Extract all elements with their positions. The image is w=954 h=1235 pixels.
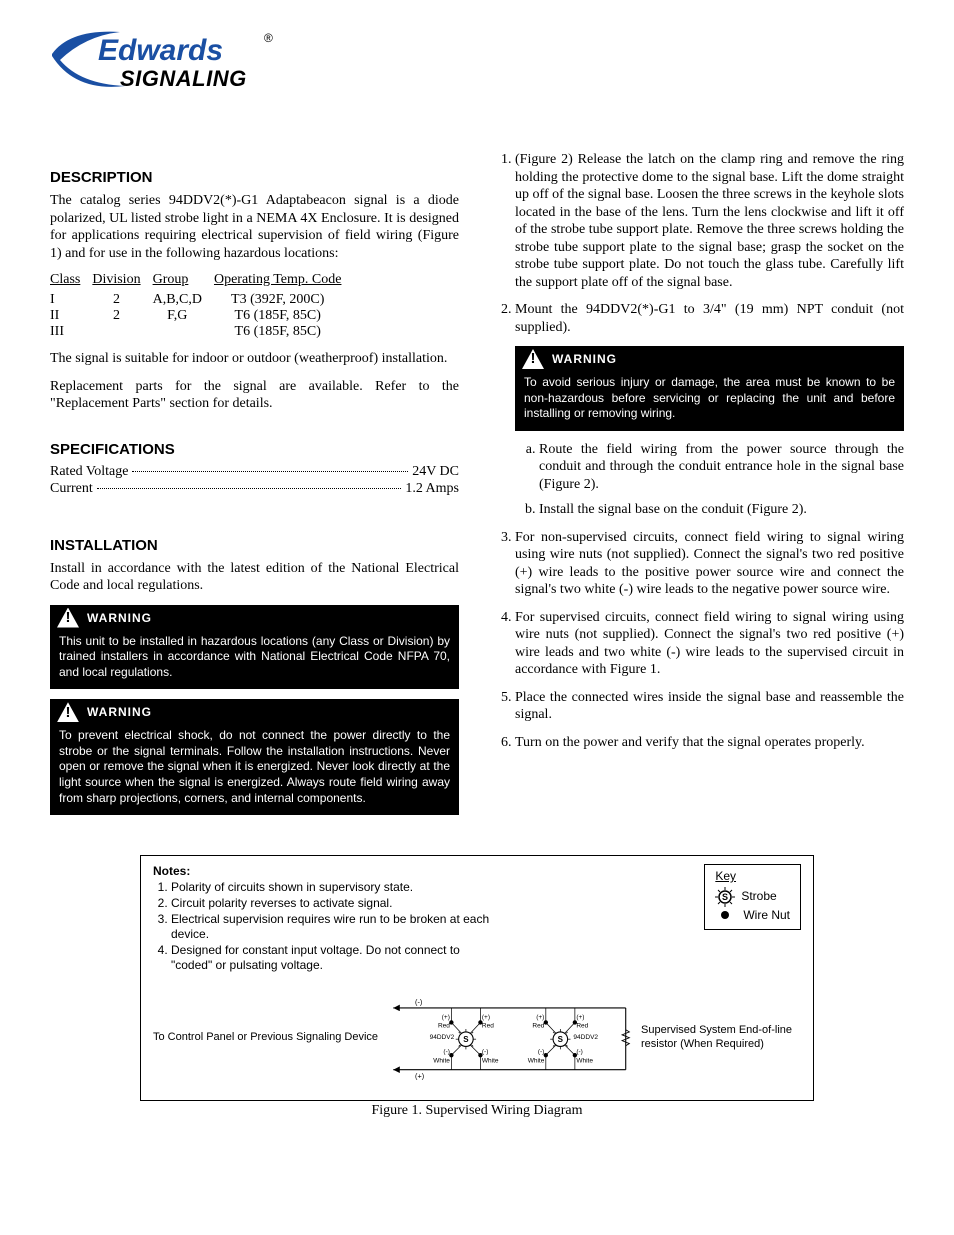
hazardous-locations-table: Class Division Group Operating Temp. Cod… [50,272,353,340]
substep-a: Route the field wiring from the power so… [539,441,904,494]
description-para1: The catalog series 94DDV2(*)-G1 Adaptabe… [50,192,459,262]
svg-text:Red: Red [576,1023,588,1030]
spec-dots [132,471,408,472]
step-4: For supervised circuits, connect field w… [515,609,904,679]
note-1: Polarity of circuits shown in supervisor… [171,880,503,895]
diagram-right-label: Supervised System End-of-line resistor (… [641,1023,801,1052]
description-para2: The signal is suitable for indoor or out… [50,350,459,368]
figure-1-box: Notes: Polarity of circuits shown in sup… [140,855,814,1101]
warning-icon: ! [57,608,79,628]
warning-title: WARNING [87,705,152,719]
svg-text:Red: Red [438,1023,450,1030]
key-label: Strobe [741,889,776,903]
svg-text:(+): (+) [482,1014,490,1021]
svg-text:94DDV2: 94DDV2 [573,1034,598,1041]
svg-text:(+): (+) [442,1014,450,1021]
svg-text:(-): (-) [415,998,422,1007]
svg-text:White: White [433,1058,450,1065]
description-heading: DESCRIPTION [50,169,459,186]
warning-icon: ! [522,349,544,369]
figure-1-caption: Figure 1. Supervised Wiring Diagram [140,1103,814,1119]
note-3: Electrical supervision requires wire run… [171,912,503,942]
description-para3: Replacement parts for the signal are ava… [50,378,459,413]
warning-box-3: ! WARNING To avoid serious injury or dam… [515,346,904,431]
specifications-heading: SPECIFICATIONS [50,441,459,458]
haz-th-division: Division [92,272,152,292]
spec-label: Current [50,481,93,497]
table-row: I 2 A,B,C,D T3 (392F, 200C) [50,292,353,308]
svg-text:(+): (+) [536,1014,544,1021]
svg-text:S: S [722,892,728,902]
brand-logo: Edwards ® SIGNALING [50,24,904,101]
key-label: Wire Nut [743,908,790,922]
svg-text:(-): (-) [538,1049,545,1056]
step-3: For non-supervised circuits, connect fie… [515,529,904,599]
right-column: (Figure 2) Release the latch on the clam… [495,151,904,825]
spec-value: 24V DC [412,464,459,480]
table-row: III T6 (185F, 85C) [50,324,353,340]
warning-box-2: ! WARNING To prevent electrical shock, d… [50,699,459,815]
svg-text:(-): (-) [576,1049,583,1056]
figure-key: Key S Strobe [704,864,801,930]
logo-brand-top: Edwards [98,34,223,67]
svg-text:(-): (-) [443,1049,450,1056]
substeps: Route the field wiring from the power so… [515,441,904,519]
warning-title: WARNING [87,611,152,625]
svg-text:White: White [482,1058,499,1065]
strobe-icon: S [715,887,733,905]
installation-heading: INSTALLATION [50,537,459,554]
spec-value: 1.2 Amps [405,481,459,497]
svg-text:S: S [558,1035,564,1044]
spec-label: Rated Voltage [50,464,128,480]
table-row: II 2 F,G T6 (185F, 85C) [50,308,353,324]
notes-title: Notes: [153,864,503,878]
logo-reg: ® [264,31,273,45]
warning-icon: ! [57,702,79,722]
step-2: Mount the 94DDV2(*)-G1 to 3/4" (19 mm) N… [515,301,904,519]
step-5: Place the connected wires inside the sig… [515,689,904,724]
note-4: Designed for constant input voltage. Do … [171,943,503,973]
installation-intro: Install in accordance with the latest ed… [50,560,459,595]
warning-body: This unit to be installed in hazardous l… [51,630,458,689]
wiring-diagram: To Control Panel or Previous Signaling D… [153,982,801,1092]
key-row-nut: Wire Nut [715,908,790,922]
install-steps: (Figure 2) Release the latch on the clam… [495,151,904,751]
warning-box-1: ! WARNING This unit to be installed in h… [50,605,459,690]
spec-dots [97,488,402,489]
svg-text:Red: Red [532,1023,544,1030]
svg-text:Red: Red [482,1023,494,1030]
svg-text:(-): (-) [482,1049,489,1056]
svg-text:White: White [576,1058,593,1065]
step-6: Turn on the power and verify that the si… [515,734,904,752]
warning-body: To prevent electrical shock, do not conn… [51,724,458,814]
svg-text:White: White [528,1058,545,1065]
key-title: Key [715,869,790,883]
key-row-strobe: S Strobe [715,887,790,905]
warning-body: To avoid serious injury or damage, the a… [516,371,903,430]
svg-text:94DDV2: 94DDV2 [430,1034,455,1041]
spec-row-voltage: Rated Voltage 24V DC [50,464,459,480]
step-1: (Figure 2) Release the latch on the clam… [515,151,904,291]
haz-th-temp: Operating Temp. Code [214,272,353,292]
warning-title: WARNING [552,352,617,367]
left-column: DESCRIPTION The catalog series 94DDV2(*)… [50,151,459,825]
svg-text:S: S [463,1035,469,1044]
logo-brand-bottom: SIGNALING [120,66,247,91]
spec-row-current: Current 1.2 Amps [50,481,459,497]
wiring-svg: (-) (+) S S [386,982,633,1092]
haz-th-class: Class [50,272,92,292]
substep-b: Install the signal base on the conduit (… [539,501,904,519]
note-2: Circuit polarity reverses to activate si… [171,896,503,911]
svg-text:(+): (+) [415,1072,424,1081]
figure-notes: Notes: Polarity of circuits shown in sup… [153,864,503,974]
diagram-left-label: To Control Panel or Previous Signaling D… [153,1030,378,1044]
wire-nut-icon [721,911,729,919]
haz-th-group: Group [153,272,214,292]
svg-text:(+): (+) [576,1014,584,1021]
